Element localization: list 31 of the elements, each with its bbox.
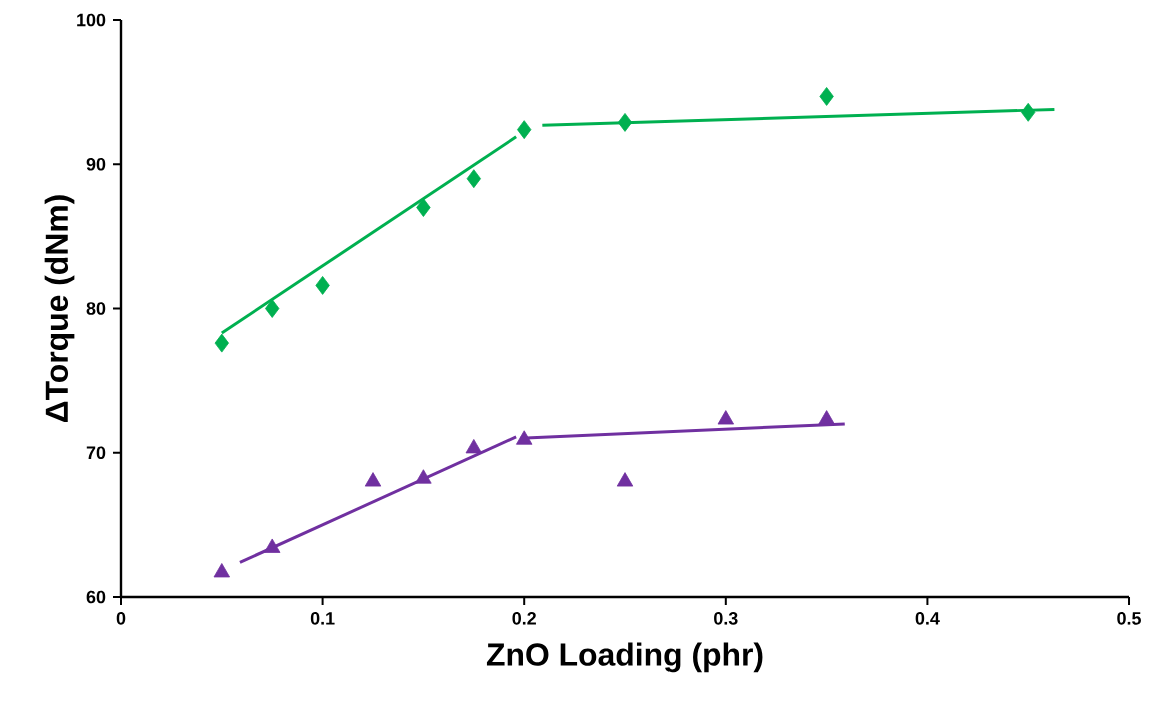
y-tick-label: 100	[77, 13, 106, 27]
point	[265, 299, 280, 318]
x-tick-label: 0.2	[512, 612, 536, 625]
point	[213, 563, 230, 578]
point	[416, 198, 431, 217]
point	[517, 120, 532, 140]
y-tick-label: 60	[86, 590, 106, 604]
point	[717, 410, 734, 425]
point	[819, 87, 834, 106]
point	[364, 472, 382, 487]
y-tick-label: 90	[86, 157, 106, 171]
y-tick-label: 80	[86, 302, 106, 315]
x-tick-label: 0.1	[310, 612, 335, 625]
point	[264, 538, 281, 553]
point	[516, 430, 533, 445]
point	[617, 113, 633, 132]
point	[465, 439, 482, 454]
y-tick-label: 70	[86, 446, 106, 460]
x-tick-label: 0.4	[915, 612, 940, 625]
point	[214, 333, 229, 353]
y-axis-title: ΔTorque (dNm)	[44, 195, 75, 422]
point	[818, 410, 835, 425]
point	[466, 169, 481, 189]
point	[315, 276, 330, 295]
x-tick-label: 0	[116, 612, 126, 625]
point	[616, 472, 634, 487]
point	[1021, 102, 1036, 122]
point	[415, 469, 432, 484]
x-tick-label: 0.3	[714, 612, 738, 625]
x-axis-title: ZnO Loading (phr)	[486, 642, 763, 673]
x-tick-label: 0.5	[1117, 612, 1141, 625]
